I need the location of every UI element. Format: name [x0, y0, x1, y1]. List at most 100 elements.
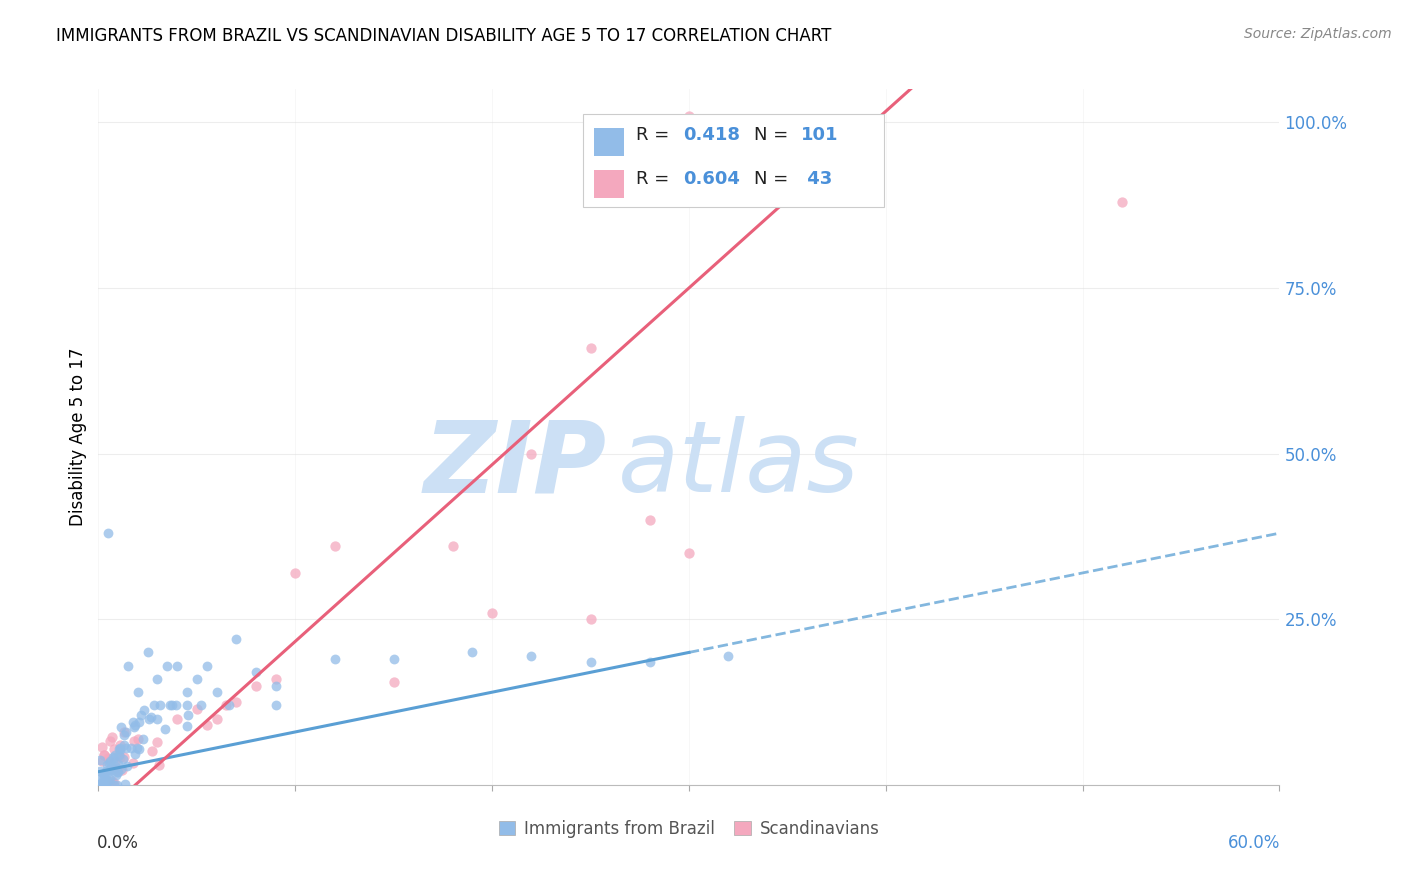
Point	[97, 756, 120, 770]
Point	[225, 632, 247, 647]
Point	[91, 778, 114, 792]
Point	[100, 762, 122, 776]
Point	[103, 776, 125, 790]
Point	[104, 748, 127, 763]
Point	[89, 777, 111, 791]
Point	[284, 566, 307, 580]
Point	[90, 771, 112, 785]
Text: 101: 101	[801, 126, 838, 145]
Point	[190, 698, 212, 713]
Point	[94, 772, 117, 786]
Point	[93, 748, 115, 763]
Point	[98, 772, 121, 786]
Point	[264, 698, 287, 713]
Point	[120, 741, 142, 756]
Point	[114, 728, 136, 742]
Legend: Immigrants from Brazil, Scandinavians: Immigrants from Brazil, Scandinavians	[491, 812, 887, 847]
Point	[149, 698, 172, 713]
Point	[520, 447, 543, 461]
Point	[122, 714, 145, 729]
Point	[264, 672, 287, 686]
Point	[122, 734, 145, 748]
Point	[96, 766, 118, 780]
Point	[134, 703, 156, 717]
Point	[91, 767, 114, 781]
Text: 0.0%: 0.0%	[97, 834, 139, 852]
Point	[159, 698, 181, 713]
Point	[195, 658, 218, 673]
Point	[132, 731, 155, 746]
Point	[127, 741, 149, 756]
Text: N =: N =	[754, 126, 794, 145]
Point	[89, 778, 111, 792]
Point	[717, 648, 740, 663]
Text: 0.604: 0.604	[683, 170, 740, 188]
Point	[382, 652, 405, 666]
Point	[245, 679, 267, 693]
Point	[127, 731, 149, 746]
Point	[96, 757, 118, 772]
Point	[481, 606, 503, 620]
Point	[108, 740, 131, 755]
Point	[101, 773, 124, 788]
Point	[89, 778, 111, 792]
Point	[101, 750, 124, 764]
Point	[114, 741, 136, 756]
Point	[104, 755, 127, 769]
Point	[441, 540, 464, 554]
Point	[148, 757, 170, 772]
Point	[177, 707, 200, 722]
Point	[186, 672, 208, 686]
Point	[110, 743, 132, 757]
Text: atlas: atlas	[619, 417, 859, 514]
Point	[89, 778, 111, 792]
Point	[323, 540, 346, 554]
Point	[107, 762, 129, 776]
Point	[105, 765, 128, 780]
Point	[104, 763, 127, 777]
Point	[105, 778, 128, 792]
Point	[111, 752, 134, 766]
Point	[128, 715, 150, 730]
Point	[124, 718, 146, 732]
Point	[638, 656, 661, 670]
Point	[166, 712, 188, 726]
Point	[91, 754, 114, 768]
Point	[225, 695, 247, 709]
Point	[638, 513, 661, 527]
Point	[103, 750, 125, 764]
Point	[93, 767, 115, 781]
FancyBboxPatch shape	[595, 128, 624, 156]
Y-axis label: Disability Age 5 to 17: Disability Age 5 to 17	[69, 348, 87, 526]
Point	[93, 777, 115, 791]
Point	[91, 739, 114, 754]
Point	[108, 750, 131, 764]
Point	[121, 756, 143, 770]
Point	[143, 698, 166, 713]
Point	[127, 685, 149, 699]
Point	[124, 747, 146, 762]
Point	[145, 712, 167, 726]
Point	[104, 759, 127, 773]
Point	[112, 725, 135, 739]
Point	[323, 652, 346, 666]
Point	[114, 777, 136, 791]
Point	[579, 341, 602, 355]
Point	[678, 546, 700, 560]
Point	[94, 764, 117, 778]
Point	[110, 720, 132, 734]
Point	[579, 612, 602, 626]
Point	[136, 645, 159, 659]
Point	[205, 712, 228, 726]
Point	[124, 720, 146, 734]
Point	[146, 735, 169, 749]
Text: N =: N =	[754, 170, 794, 188]
Point	[382, 675, 405, 690]
Point	[146, 672, 169, 686]
Point	[93, 748, 115, 763]
Point	[97, 526, 120, 541]
Point	[205, 685, 228, 699]
Point	[97, 750, 120, 764]
Text: 60.0%: 60.0%	[1229, 834, 1281, 852]
Point	[98, 754, 121, 768]
